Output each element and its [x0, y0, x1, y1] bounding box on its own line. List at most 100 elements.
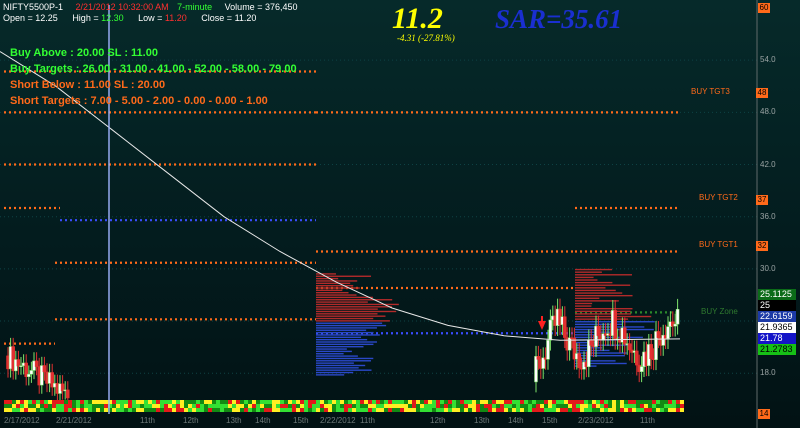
- profile-bar: [575, 357, 591, 359]
- signal-cell: [428, 404, 432, 408]
- signal-cell: [188, 400, 192, 404]
- profile-bar: [316, 310, 397, 313]
- profile-bar: [316, 324, 387, 327]
- signal-cell: [236, 400, 240, 404]
- profile-bar: [316, 371, 354, 374]
- signal-cell: [160, 400, 164, 404]
- signal-cell: [32, 404, 36, 408]
- signal-cell: [576, 400, 580, 404]
- signal-cell: [344, 408, 348, 412]
- signal-cell: [292, 408, 296, 412]
- y-tick-label: 36.0: [760, 211, 776, 221]
- signal-cell: [172, 400, 176, 404]
- signal-cell: [508, 400, 512, 404]
- signal-cell: [212, 408, 216, 412]
- signal-cell: [612, 400, 616, 404]
- signal-cell: [164, 404, 168, 408]
- signal-cell: [8, 404, 12, 408]
- signal-cell: [512, 404, 516, 408]
- signal-cell: [92, 400, 96, 404]
- signal-cell: [32, 400, 36, 404]
- signal-cell: [340, 400, 344, 404]
- trend-line: [0, 51, 681, 341]
- axis-bottom-box: 14: [758, 409, 770, 419]
- signal-cell: [292, 404, 296, 408]
- signal-cell: [528, 400, 532, 404]
- signal-cell: [68, 400, 72, 404]
- signal-cell: [216, 400, 220, 404]
- signal-cell: [452, 408, 456, 412]
- signal-cell: [364, 408, 368, 412]
- signal-cell: [628, 408, 632, 412]
- signal-cell: [524, 400, 528, 404]
- profile-bar: [316, 289, 343, 292]
- signal-cell: [152, 408, 156, 412]
- buy-zone-label: BUY Zone: [701, 307, 738, 316]
- signal-cell: [368, 404, 372, 408]
- signal-cell: [196, 404, 200, 408]
- signal-cell: [392, 400, 396, 404]
- signal-cell: [400, 404, 404, 408]
- signal-cell: [316, 408, 320, 412]
- signal-cell: [208, 408, 212, 412]
- signal-cell: [436, 400, 440, 404]
- signal-cell: [284, 404, 288, 408]
- axis-top-box: 60: [758, 3, 770, 13]
- signal-cell: [604, 408, 608, 412]
- profile-bar: [575, 279, 598, 281]
- header-line-1: NIFTY5500P-1 2/21/2012 10:32:00 AM 7-min…: [3, 2, 297, 12]
- signal-cell: [652, 408, 656, 412]
- signal-cell: [496, 404, 500, 408]
- profile-bar: [316, 336, 362, 339]
- signal-cell: [44, 408, 48, 412]
- signal-cell: [656, 408, 660, 412]
- signal-cell: [56, 404, 60, 408]
- signal-cell: [132, 408, 136, 412]
- signal-cell: [148, 408, 152, 412]
- candle-body: [613, 310, 617, 340]
- signal-cell: [240, 400, 244, 404]
- signal-cell: [424, 404, 428, 408]
- signal-cell: [408, 404, 412, 408]
- signal-cell: [400, 400, 404, 404]
- signal-cell: [504, 408, 508, 412]
- indicator-value-box: 21.2783: [758, 344, 796, 355]
- profile-bar: [316, 306, 393, 308]
- candle-body: [654, 331, 658, 360]
- signal-cell: [40, 408, 44, 412]
- signal-cell: [92, 408, 96, 412]
- signal-cell: [136, 400, 140, 404]
- candle-body: [546, 339, 550, 360]
- signal-cell: [172, 408, 176, 412]
- signal-cell: [372, 400, 376, 404]
- signal-cell: [304, 404, 308, 408]
- signal-cell: [176, 404, 180, 408]
- profile-bar: [316, 280, 358, 282]
- signal-cell: [36, 400, 40, 404]
- signal-cell: [12, 400, 16, 404]
- signal-cell: [348, 408, 352, 412]
- profile-bar: [575, 352, 627, 354]
- signal-cell: [244, 400, 248, 404]
- candle-body: [16, 359, 21, 367]
- signal-cell: [448, 400, 452, 404]
- signal-cell: [288, 408, 292, 412]
- y-tick-label: 18.0: [760, 368, 776, 378]
- low-value: 11.20: [164, 13, 187, 23]
- signal-cell: [476, 408, 480, 412]
- signal-cell: [296, 400, 300, 404]
- profile-bar: [316, 353, 344, 355]
- signal-cell: [480, 400, 484, 404]
- signal-cell: [140, 400, 144, 404]
- signal-cell: [596, 404, 600, 408]
- signal-cell: [584, 400, 588, 404]
- profile-bar: [316, 338, 368, 341]
- signal-cell: [640, 400, 644, 404]
- signal-cell: [536, 404, 540, 408]
- profile-bar: [575, 294, 633, 297]
- signal-cell: [532, 408, 536, 412]
- signal-cell: [636, 404, 640, 408]
- signal-cell: [12, 408, 16, 412]
- signal-cell: [268, 400, 272, 404]
- signal-cell: [116, 408, 120, 412]
